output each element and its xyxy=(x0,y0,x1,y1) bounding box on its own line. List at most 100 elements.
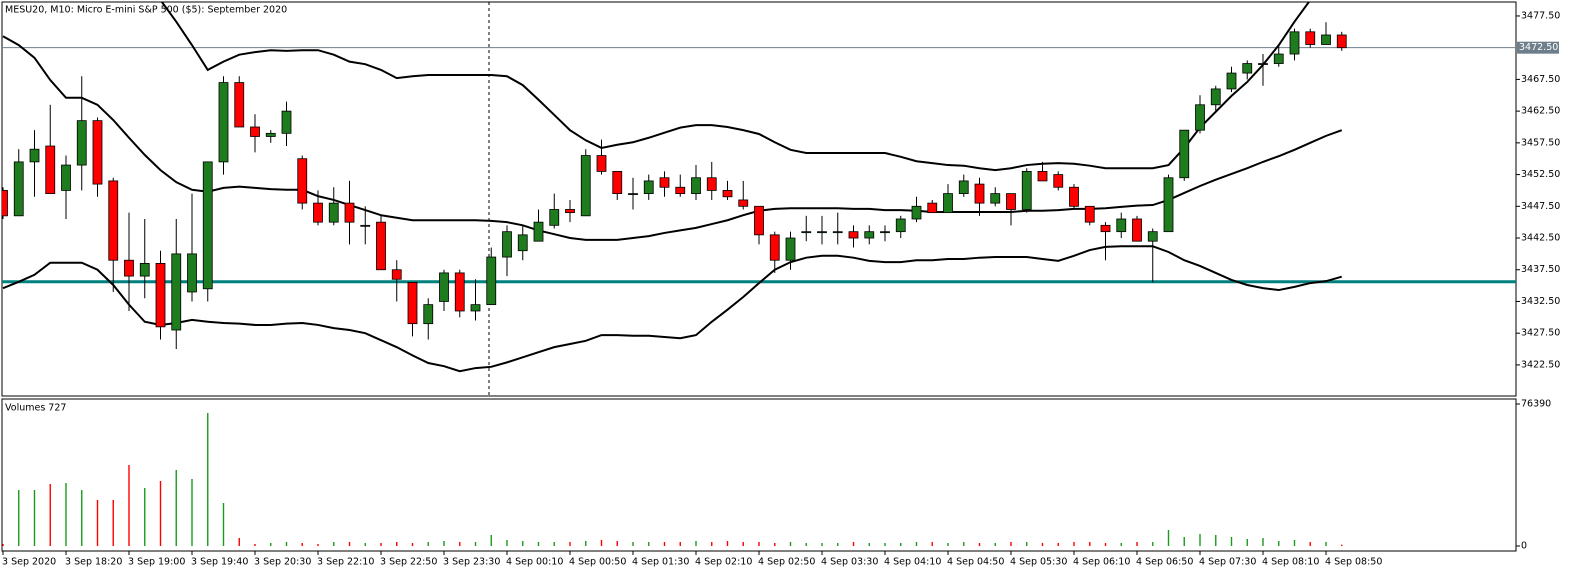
candle-body xyxy=(61,164,71,191)
band-line xyxy=(2,245,1343,373)
x-tick-label: 4 Sep 01:30 xyxy=(632,557,689,568)
x-tick-label: 4 Sep 00:50 xyxy=(569,557,626,568)
candle-body xyxy=(927,202,938,214)
candle-body xyxy=(1069,186,1079,207)
volume-pane xyxy=(1,398,1517,552)
candle-body xyxy=(643,180,654,195)
candle-body xyxy=(596,155,607,172)
candle-body xyxy=(911,205,922,220)
price-plot xyxy=(2,2,1516,373)
bid-label: 3472.50 xyxy=(1519,42,1558,53)
x-tick-label: 4 Sep 07:30 xyxy=(1199,557,1256,568)
candle-body xyxy=(1289,31,1300,55)
x-tick-label: 3 Sep 18:20 xyxy=(65,557,122,568)
candle-body xyxy=(407,282,418,325)
candle-body xyxy=(1210,88,1221,106)
candle-body xyxy=(1179,129,1190,179)
candle-body xyxy=(1147,231,1158,242)
candle-body xyxy=(533,221,544,242)
candle-body xyxy=(895,218,906,233)
x-tick-label: 3 Sep 19:40 xyxy=(191,557,248,568)
x-tick-label: 4 Sep 08:50 xyxy=(1325,557,1382,568)
y-tick-label: 3432.50 xyxy=(1521,296,1560,307)
y-tick-label: 3427.50 xyxy=(1521,328,1560,339)
x-tick-label: 3 Sep 22:10 xyxy=(317,557,374,568)
bid-label-box xyxy=(1517,41,1559,54)
candle-body xyxy=(801,231,812,234)
candle-body xyxy=(974,183,985,204)
candle-body xyxy=(376,221,386,271)
y-tick-label: 3462.50 xyxy=(1521,106,1560,117)
x-tick-label: 4 Sep 04:50 xyxy=(947,557,1004,568)
candle-body xyxy=(1053,174,1064,188)
candle-body xyxy=(265,132,276,137)
candle-body xyxy=(517,234,528,252)
candle-body xyxy=(943,193,953,214)
candle-body xyxy=(1100,224,1111,233)
candle-body xyxy=(1242,63,1253,74)
candle-body xyxy=(155,262,166,328)
candle-body xyxy=(817,231,827,234)
x-tick-label: 4 Sep 03:30 xyxy=(821,557,878,568)
candle-body xyxy=(832,231,843,234)
x-tick-label: 3 Sep 22:50 xyxy=(380,557,437,568)
candle-body xyxy=(1037,171,1048,182)
candle-body xyxy=(706,177,717,191)
candle-body xyxy=(1132,218,1142,242)
candle-body xyxy=(1084,205,1095,223)
candle-body xyxy=(13,161,24,217)
candle-body xyxy=(344,202,355,223)
candle-body xyxy=(738,199,749,207)
x-tick-label: 4 Sep 02:50 xyxy=(758,557,815,568)
candle-body xyxy=(92,120,103,185)
candle-body xyxy=(1321,34,1331,45)
candle-body xyxy=(958,180,969,195)
y-tick-label: 3437.50 xyxy=(1521,264,1560,275)
x-tick-label: 3 Sep 19:00 xyxy=(128,557,185,568)
y-tick-label: 0 xyxy=(1521,541,1527,552)
candle-body xyxy=(360,224,371,227)
y-tick-label: 3447.50 xyxy=(1521,201,1560,212)
x-tick-label: 4 Sep 04:10 xyxy=(884,557,941,568)
candle-body xyxy=(1116,218,1127,233)
band-line xyxy=(2,35,1343,241)
candle-body xyxy=(423,304,434,325)
candle-body xyxy=(1006,193,1016,210)
candle-body xyxy=(139,262,150,277)
x-tick-label: 4 Sep 06:50 xyxy=(1136,557,1193,568)
candle-body xyxy=(691,177,701,195)
candle-body xyxy=(1163,177,1174,233)
candle-body xyxy=(124,259,134,277)
candle-body xyxy=(108,180,119,261)
y-tick-label: 3467.50 xyxy=(1521,74,1560,85)
candle-body xyxy=(1021,171,1032,210)
x-tick-label: 3 Sep 20:30 xyxy=(254,557,311,568)
candle-body xyxy=(1273,53,1284,64)
candle-body xyxy=(187,253,197,293)
candle-body xyxy=(202,161,213,290)
candle-body xyxy=(328,202,339,223)
candle-body xyxy=(45,145,56,195)
y-tick-label: 76390 xyxy=(1521,399,1551,410)
candle-body xyxy=(234,82,245,128)
y-tick-label: 3457.50 xyxy=(1521,137,1560,148)
candle-body xyxy=(218,82,229,163)
candle-body xyxy=(1258,63,1268,65)
x-tick-label: 4 Sep 05:30 xyxy=(1010,557,1067,568)
candle-body xyxy=(439,272,449,302)
candle-body xyxy=(612,171,623,195)
candle-body xyxy=(470,304,481,312)
candle-body xyxy=(675,186,686,195)
volume-title: Volumes 727 xyxy=(5,403,66,414)
candle-body xyxy=(549,209,560,226)
y-tick-label: 3452.50 xyxy=(1521,169,1560,180)
candle-body xyxy=(565,209,575,214)
candle-body xyxy=(502,231,512,258)
candle-body xyxy=(880,231,890,234)
band-line xyxy=(160,2,1311,172)
x-tick-label: 4 Sep 00:10 xyxy=(506,557,563,568)
candle-body xyxy=(990,193,1001,204)
candle-body xyxy=(628,193,638,196)
y-tick-label: 3477.50 xyxy=(1521,10,1560,21)
